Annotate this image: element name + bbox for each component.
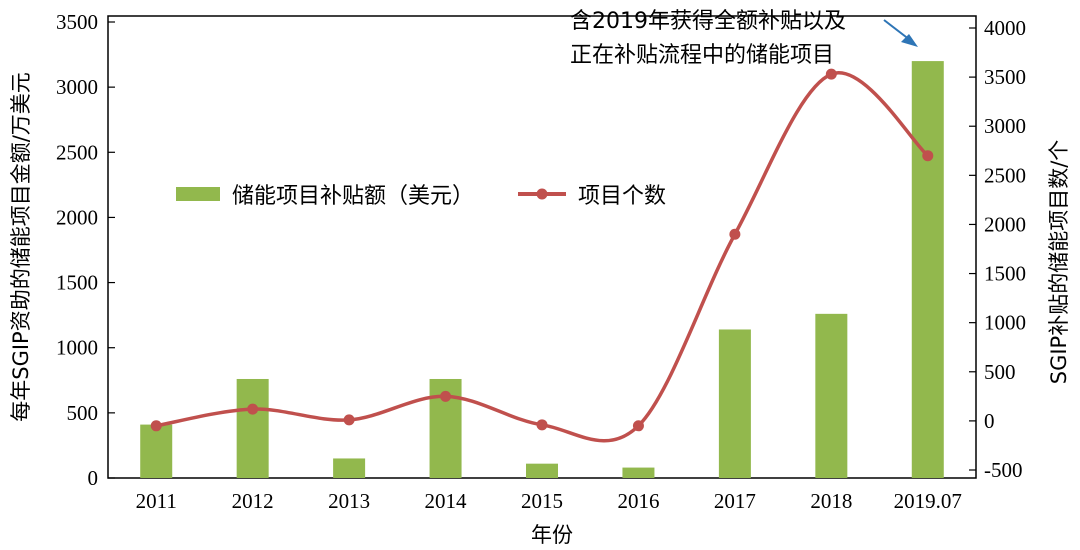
x-tick-label: 2011 (136, 489, 177, 513)
y-left-tick-label: 3500 (56, 10, 98, 34)
x-axis-title: 年份 (531, 523, 573, 547)
bar-2017 (718, 329, 751, 478)
bar-2016 (622, 467, 655, 478)
line-point-2015 (536, 419, 548, 431)
x-tick-label: 2019.07 (894, 489, 962, 513)
line-path (155, 71, 929, 443)
x-tick-label: 2012 (232, 489, 274, 513)
y-right-tick-label: 2500 (984, 163, 1026, 187)
y-left-tick-label: 3000 (56, 75, 98, 99)
line-point-2011 (150, 420, 162, 432)
y-left-tick-label: 500 (67, 401, 99, 425)
bar-2012 (236, 378, 269, 478)
y-right-tick-label: 3500 (984, 65, 1026, 89)
line-point-2017 (729, 228, 741, 240)
x-axis: 2011 2012 2013 2014 2015 2016 2017 2018 2019.07 (136, 489, 962, 513)
legend: 储能项目补贴额（美元） 项目个数 (176, 184, 666, 209)
y-axis-left: 0 500 1000 1500 2000 2500 3000 3500 (56, 10, 115, 490)
y-axis-left-title: 每年SGIP资助的储能项目金额/万美元 (9, 72, 33, 422)
line-point-2014 (440, 390, 452, 402)
y-right-tick-label: 2000 (984, 212, 1026, 236)
y-right-tick-label: -500 (984, 458, 1023, 482)
bar-2013 (333, 458, 366, 478)
legend-line-marker (536, 188, 548, 200)
legend-bar-label: 储能项目补贴额（美元） (232, 184, 474, 209)
y-left-tick-label: 2500 (56, 140, 98, 164)
x-tick-label: 2017 (714, 489, 756, 513)
line-point-2019.07 (922, 150, 934, 162)
annotation-line-2: 正在补贴流程中的储能项目 (570, 43, 834, 68)
bar-2011 (140, 424, 173, 478)
annotation: 含2019年获得全额补贴以及 正在补贴流程中的储能项目 (570, 9, 918, 68)
x-tick-label: 2015 (521, 489, 563, 513)
y-left-tick-label: 0 (88, 466, 99, 490)
annotation-line-1: 含2019年获得全额补贴以及 (570, 9, 846, 34)
bar-2019.07 (911, 61, 944, 478)
line-point-2016 (632, 420, 644, 432)
y-axis-right: -500 0 500 1000 1500 2000 2500 3000 3500 4000 (969, 16, 1026, 482)
line-point-2018 (825, 68, 837, 80)
line-point-2012 (247, 403, 259, 415)
y-right-tick-label: 1500 (984, 262, 1026, 286)
y-right-tick-label: 500 (984, 360, 1016, 384)
bar-2015 (526, 463, 558, 478)
annotation-arrowhead (901, 34, 918, 47)
bar-series (140, 61, 944, 478)
y-axis-right-title: SGIP补贴的储能项目数/个 (1047, 140, 1071, 385)
annotation-arrow-line (883, 19, 911, 41)
x-tick-label: 2018 (810, 489, 852, 513)
y-right-tick-label: 4000 (984, 16, 1026, 40)
x-tick-label: 2013 (328, 489, 370, 513)
line-point-2013 (343, 414, 355, 426)
x-tick-label: 2014 (425, 489, 468, 513)
line-series (150, 68, 934, 443)
y-right-tick-label: 1000 (984, 311, 1026, 335)
y-right-tick-label: 0 (984, 409, 995, 433)
y-right-tick-label: 3000 (984, 114, 1026, 138)
bar-2018 (815, 313, 848, 478)
legend-line-label: 项目个数 (578, 184, 666, 209)
y-left-tick-label: 2000 (56, 205, 98, 229)
x-tick-label: 2016 (617, 489, 659, 513)
legend-bar-swatch (176, 187, 220, 201)
y-left-tick-label: 1500 (56, 271, 98, 295)
y-left-tick-label: 1000 (56, 336, 98, 360)
